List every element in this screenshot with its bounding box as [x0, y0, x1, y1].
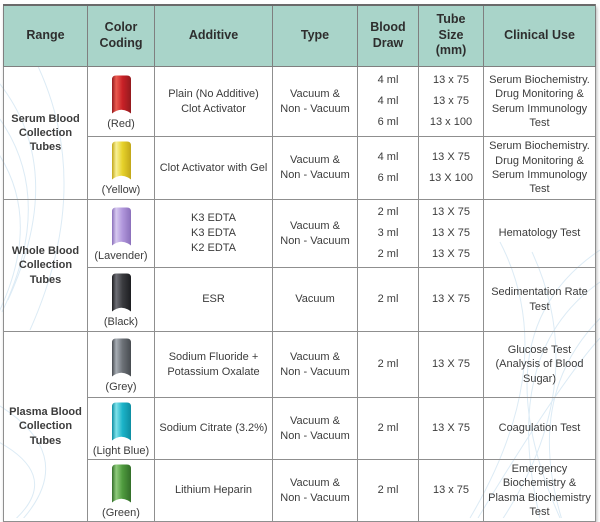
table-row: (Yellow) Clot Activator with Gel Vacuum & N… — [4, 136, 596, 200]
column-header-additive: Additive — [154, 4, 273, 67]
blood-draw-cell: 2 ml — [357, 267, 419, 332]
table-row: Whole Blood Collection Tubes (Lavender) K3… — [3, 199, 596, 332]
additive-cell: ESR — [154, 267, 273, 332]
blood-draw-cell: 2 ml — [357, 458, 419, 522]
tube-size-cell: 13 X 75 13 X 75 13 X 75 — [418, 199, 484, 268]
color-label: (Grey) — [105, 380, 137, 393]
blood-draw-cell: 4 ml 6 ml — [357, 136, 419, 200]
color-label: (Red) — [107, 117, 135, 130]
type-cell: Vacuum & Non - Vacuum — [272, 136, 358, 200]
light-blue-tube-icon — [111, 402, 131, 440]
type-cell: Vacuum & Non - Vacuum — [272, 458, 358, 522]
type-cell: Vacuum & Non - Vacuum — [272, 331, 358, 398]
color-label: (Yellow) — [101, 184, 141, 196]
header-row: Range Color Coding Additive Type Blood Draw T… — [3, 4, 596, 67]
table-row: (Green) Lithium Heparin Vacuum & Non - Vacu… — [4, 458, 596, 522]
table-row: Plasma Blood Collection Tubes (Grey) Sodiu… — [3, 330, 596, 522]
blood-draw-cell: 2 ml 3 ml 2 ml — [357, 199, 419, 268]
blood-draw-cell: 4 ml 4 ml 6 ml — [357, 66, 419, 137]
column-header-tube-size: Tube Size (mm) — [418, 4, 484, 67]
column-header-blood-draw: Blood Draw — [357, 4, 419, 67]
color-coding-cell: (Yellow) — [87, 136, 155, 200]
range-cell: Serum Blood Collection Tubes — [3, 66, 88, 200]
color-coding-cell: (Light Blue) — [87, 397, 155, 460]
tube-size-cell: 13 X 75 13 X 100 — [418, 136, 484, 200]
column-header-range: Range — [3, 4, 88, 67]
tube-specification-table: Range Color Coding Additive Type Blood Draw T… — [3, 4, 596, 522]
table-row: (Light Blue) Sodium Citrate (3.2%) Vacuum … — [4, 397, 596, 460]
column-header-type: Type — [272, 4, 358, 67]
clinical-use-cell: Serum Biochemistry. Drug Monitoring & Se… — [483, 66, 596, 137]
additive-cell: K3 EDTA K3 EDTA K2 EDTA — [154, 199, 273, 268]
black-tube-icon — [111, 273, 131, 311]
tube-specification-table-wrapper: Range Color Coding Additive Type Blood Draw T… — [3, 4, 596, 522]
clinical-use-cell: Glucose Test (Analysis of Blood Sugar) — [483, 331, 596, 398]
color-coding-cell: (Black) — [87, 267, 155, 332]
tube-size-cell: 13 X 75 — [418, 267, 484, 332]
red-tube-icon — [111, 75, 131, 113]
type-cell: Vacuum & Non - Vacuum — [272, 397, 358, 460]
range-cell: Whole Blood Collection Tubes — [3, 199, 88, 332]
color-label: (Lavender) — [94, 249, 148, 262]
color-label: (Light Blue) — [92, 444, 150, 457]
color-coding-cell: (Lavender) — [87, 199, 155, 268]
tube-size-cell: 13 x 75 — [418, 458, 484, 522]
clinical-use-cell: Serum Biochemistry. Drug Monitoring & Se… — [483, 136, 596, 200]
color-coding-cell: (Green) — [87, 458, 155, 522]
type-cell: Vacuum & Non - Vacuum — [272, 66, 358, 137]
column-header-color-coding: Color Coding — [87, 4, 155, 67]
type-cell: Vacuum & Non - Vacuum — [272, 199, 358, 268]
table-header: Range Color Coding Additive Type Blood Draw T… — [3, 4, 596, 67]
tube-size-cell: 13 x 75 13 x 75 13 x 100 — [418, 66, 484, 137]
color-coding-cell: (Red) — [87, 66, 155, 137]
color-coding-cell: (Grey) — [87, 331, 155, 398]
table-body: Serum Blood Collection Tubes (Red) Plain (… — [3, 66, 596, 522]
range-cell: Plasma Blood Collection Tubes — [3, 330, 88, 522]
lavender-tube-icon — [111, 207, 131, 245]
yellow-tube-icon — [111, 141, 131, 180]
tube-size-cell: 13 X 75 — [418, 331, 484, 398]
clinical-use-cell: Emergency Biochemistry & Plasma Biochemi… — [483, 458, 596, 522]
type-cell: Vacuum — [272, 267, 358, 332]
grey-tube-icon — [111, 338, 131, 376]
color-label: (Green) — [102, 506, 140, 519]
blood-draw-cell: 2 ml — [357, 397, 419, 460]
column-header-clinical-use: Clinical Use — [483, 4, 596, 67]
clinical-use-cell: Coagulation Test — [483, 397, 596, 460]
additive-cell: Plain (No Additive) Clot Activator — [154, 66, 273, 137]
additive-cell: Sodium Fluoride + Potassium Oxalate — [154, 331, 273, 398]
additive-cell: Sodium Citrate (3.2%) — [154, 397, 273, 460]
green-tube-icon — [111, 464, 131, 503]
color-label: (Black) — [103, 315, 139, 328]
blood-draw-cell: 2 ml — [357, 331, 419, 398]
additive-cell: Lithium Heparin — [154, 458, 273, 522]
additive-cell: Clot Activator with Gel — [154, 136, 273, 200]
table-row: Serum Blood Collection Tubes (Red) Plain (… — [3, 66, 596, 200]
clinical-use-cell: Hematology Test — [483, 199, 596, 268]
table-row: (Black) ESR Vacuum 2 ml 13 X 75 Sedimentation… — [4, 267, 596, 332]
clinical-use-cell: Sedimentation Rate Test — [483, 267, 596, 332]
tube-size-cell: 13 X 75 — [418, 397, 484, 460]
